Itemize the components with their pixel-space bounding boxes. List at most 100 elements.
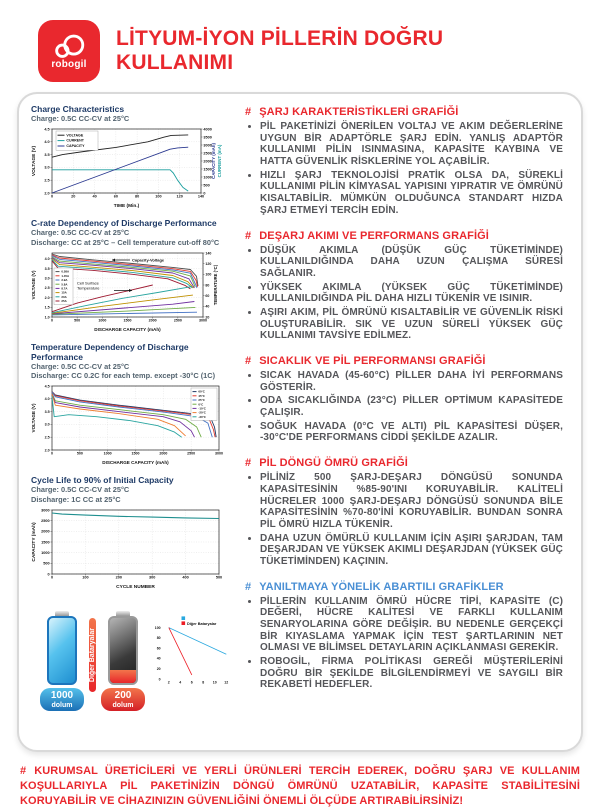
svg-text:3500: 3500 xyxy=(203,136,211,140)
svg-text:10: 10 xyxy=(213,680,217,684)
svg-text:1000: 1000 xyxy=(41,551,49,555)
svg-text:3.5: 3.5 xyxy=(44,153,49,157)
svg-text:3000: 3000 xyxy=(199,318,207,322)
svg-text:500: 500 xyxy=(74,318,80,322)
charts-column: Charge Characteristics Charge: 0.5C CC-C… xyxy=(31,104,233,746)
svg-text:15A: 15A xyxy=(61,290,67,294)
section-heading: # ŞARJ KARAKTERİSTİKLERİ GRAFİĞİ xyxy=(245,106,459,118)
svg-text:20: 20 xyxy=(205,315,209,319)
svg-text:CAPACITY: CAPACITY xyxy=(66,144,85,148)
charge-characteristics-plot: 0 20 40 60 80 100 120 140 2.0 2.5 3.0 3.5 4.0 4.5 0 500… xyxy=(31,125,233,210)
temperature-dependency-plot: 0 500 1000 1500 2000 2500 3000 2.0 2.5 3.0 3.5 4.0 4… xyxy=(31,382,233,466)
svg-text:VOLTAGE (V): VOLTAGE (V) xyxy=(31,403,36,432)
section-heading: # SICAKLIK VE PİL PERFORMANSI GRAFİĞİ xyxy=(245,355,486,367)
svg-text:-10°C: -10°C xyxy=(198,407,206,411)
svg-text:0: 0 xyxy=(51,318,53,322)
text-column: #ŞARJ KARAKTERİSTİKLERİ GRAFİĞİ PİL PAKE… xyxy=(237,104,573,746)
chart-subtitle: Discharge: CC 0.2C for each temp. except… xyxy=(31,371,216,380)
svg-text:1.45A: 1.45A xyxy=(61,274,70,278)
svg-text:140: 140 xyxy=(198,195,204,199)
footer: # KURUMSAL ÜRETİCİLERİ VE YERLİ ÜRÜNLERİ … xyxy=(0,764,600,809)
svg-text:CURRENT (mA): CURRENT (mA) xyxy=(217,144,222,177)
svg-text:TIME (Min.): TIME (Min.) xyxy=(114,203,140,209)
svg-text:1.5: 1.5 xyxy=(45,305,50,309)
svg-text:140: 140 xyxy=(205,251,211,255)
svg-text:4: 4 xyxy=(179,680,181,684)
chart-temperature-dependency: Temperature Dependency of Discharge Perf… xyxy=(31,342,233,467)
svg-text:0: 0 xyxy=(159,677,161,681)
svg-text:40: 40 xyxy=(157,656,161,660)
svg-text:CYCLE NUMBER: CYCLE NUMBER xyxy=(116,584,155,590)
svg-text:DISCHARGE CAPACITY (mAh): DISCHARGE CAPACITY (mAh) xyxy=(102,460,169,465)
svg-text:4.0: 4.0 xyxy=(45,397,50,401)
svg-text:40: 40 xyxy=(205,304,209,308)
svg-text:2000: 2000 xyxy=(41,529,49,533)
other-batteries-strip: Diğer Bataryalar xyxy=(89,617,96,692)
svg-text:60: 60 xyxy=(205,294,209,298)
svg-text:4.5: 4.5 xyxy=(44,128,49,132)
chart-crate-discharge: C-rate Dependency of Discharge Performan… xyxy=(31,218,233,333)
logo-wordmark: robogil xyxy=(51,59,87,70)
svg-text:40: 40 xyxy=(92,195,96,199)
svg-text:4.5: 4.5 xyxy=(45,385,50,389)
good-battery-column: 1000 dolum xyxy=(40,610,84,711)
svg-text:VOLTAGE (V): VOLTAGE (V) xyxy=(31,270,36,299)
section-desarj-akimi: #DEŞARJ AKIMI VE PERFORMANS GRAFİĞİ DÜŞÜ… xyxy=(245,230,563,343)
bullet: PİLLERİN KULLANIM ÖMRÜ HÜCRE TİPİ, KAPAS… xyxy=(260,596,563,654)
svg-text:4.0: 4.0 xyxy=(45,257,50,261)
svg-text:0: 0 xyxy=(47,572,49,576)
svg-text:400: 400 xyxy=(182,575,188,579)
svg-text:500: 500 xyxy=(77,452,83,456)
chart-subtitle: Discharge: 1C CC at 25°C xyxy=(31,494,121,504)
section-sicaklik-performans: #SICAKLIK VE PİL PERFORMANSI GRAFİĞİ SIC… xyxy=(245,355,563,444)
svg-text:3.0: 3.0 xyxy=(45,276,50,280)
svg-text:2.5: 2.5 xyxy=(45,286,50,290)
battery-body xyxy=(108,615,138,685)
bullet: SICAK HAVADA (45-60°C) PİLLER DAHA İYİ P… xyxy=(260,370,563,393)
svg-text:8: 8 xyxy=(202,680,204,684)
svg-text:500: 500 xyxy=(43,561,49,565)
svg-text:2500: 2500 xyxy=(187,452,195,456)
bullet: PİLİNİZ 500 ŞARJ-DEŞARJ DÖNGÜSÜ SONUNDA … xyxy=(260,472,563,530)
bullet: DAHA UZUN ÖMÜRLÜ KULLANIM İÇİN AŞIRI ŞAR… xyxy=(260,533,563,568)
svg-text:2.9A: 2.9A xyxy=(61,278,68,282)
full-battery-illustration xyxy=(47,610,77,685)
section-heading: # YANILTMAYA YÖNELİK ABARTILI GRAFİKLER xyxy=(245,580,504,593)
svg-text:1500: 1500 xyxy=(124,318,132,322)
battery-cap xyxy=(116,610,130,616)
section-yaniltici-grafikler: #YANILTMAYA YÖNELİK ABARTILI GRAFİKLER P… xyxy=(245,581,563,692)
svg-text:3.0: 3.0 xyxy=(44,166,49,170)
section-pil-dongu-omru: #PİL DÖNGÜ ÖMRÜ GRAFİĞİ PİLİNİZ 500 ŞARJ… xyxy=(245,457,563,568)
robogil-logo-icon xyxy=(55,34,85,58)
svg-text:-30°C: -30°C xyxy=(198,415,206,419)
svg-text:CURRENT: CURRENT xyxy=(66,139,84,143)
svg-text:80: 80 xyxy=(157,636,161,640)
svg-text:2000: 2000 xyxy=(149,318,157,322)
chart-charge-characteristics: Charge Characteristics Charge: 0.5C CC-C… xyxy=(31,104,233,209)
svg-text:2.0: 2.0 xyxy=(45,449,50,453)
battery-comparison-illustration: 1000 dolum Diğer Bataryalar 200 dolum xyxy=(31,599,233,711)
svg-text:0: 0 xyxy=(51,452,53,456)
chart-title: Temperature Dependency of Discharge Perf… xyxy=(31,341,189,362)
svg-text:0: 0 xyxy=(51,195,53,199)
svg-text:TEMPERATURE (°C): TEMPERATURE (°C) xyxy=(213,264,218,305)
comparison-mini-chart: 2 4 6 8 10 12 0 20 40 60 80 100 Diğer Bataryalar xyxy=(150,615,236,694)
svg-text:2000: 2000 xyxy=(159,452,167,456)
svg-text:20A: 20A xyxy=(61,295,67,299)
svg-text:2500: 2500 xyxy=(41,519,49,523)
svg-text:2.5: 2.5 xyxy=(45,436,50,440)
svg-text:12: 12 xyxy=(224,680,228,684)
svg-text:60: 60 xyxy=(114,195,118,199)
svg-text:20: 20 xyxy=(71,195,75,199)
svg-text:80: 80 xyxy=(135,195,139,199)
svg-text:300: 300 xyxy=(149,575,155,579)
battery-body xyxy=(47,615,77,685)
bullet: ROBOGİL, FİRMA POLİTİKASI GEREĞİ MÜŞTERİ… xyxy=(260,656,563,691)
svg-text:20: 20 xyxy=(157,667,161,671)
chart-title: C-rate Dependency of Discharge Performan… xyxy=(31,218,217,229)
battery-cap xyxy=(55,610,69,616)
svg-text:4000: 4000 xyxy=(203,128,211,132)
chart-subtitle: Charge: 0.5C CC-CV at 25°C xyxy=(31,485,130,495)
cycle-count-badge-good: 1000 dolum xyxy=(40,687,84,711)
